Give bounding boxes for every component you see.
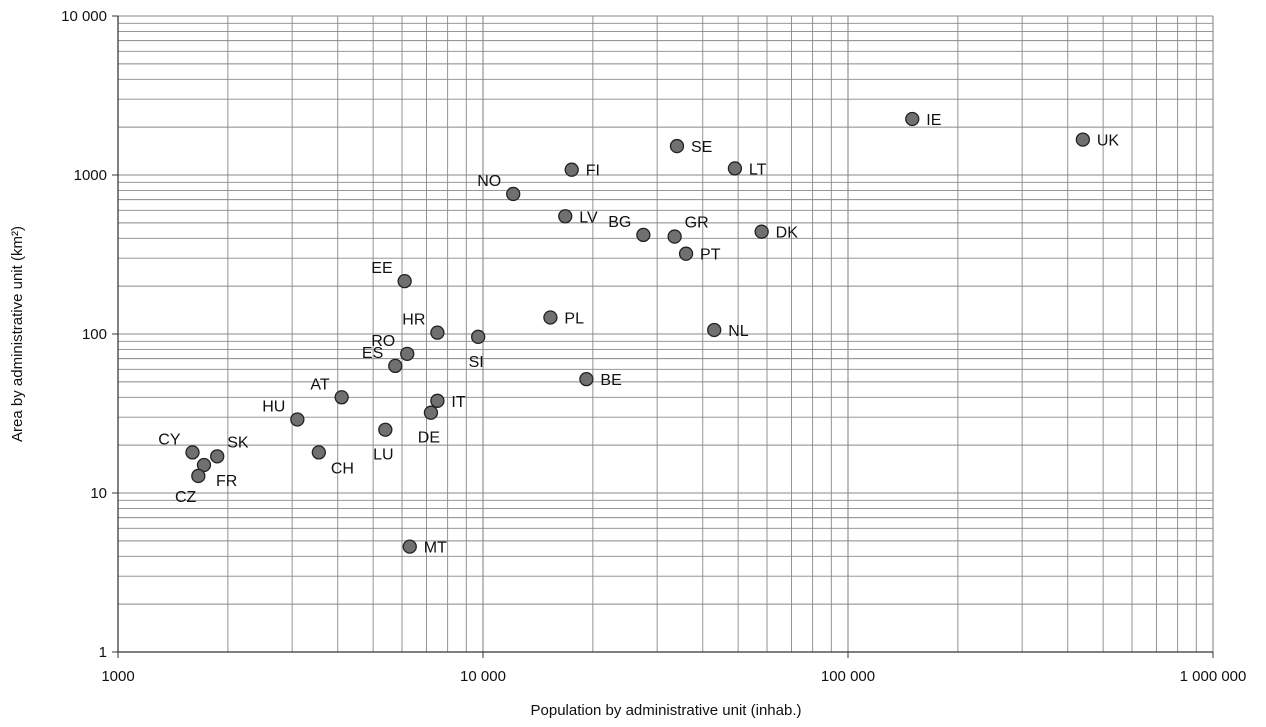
data-label-bg: BG xyxy=(608,214,631,231)
y-tick-label: 10 000 xyxy=(61,8,107,25)
data-label-cy: CY xyxy=(158,431,181,448)
data-point-dk xyxy=(754,224,769,239)
data-label-hu: HU xyxy=(262,398,285,415)
data-point-fi xyxy=(564,162,579,177)
data-label-fi: FI xyxy=(586,163,600,180)
data-point-ch xyxy=(311,445,326,460)
data-point-no xyxy=(506,186,521,202)
data-label-sk: SK xyxy=(227,434,249,451)
data-label-fr: FR xyxy=(216,473,237,490)
data-point-it xyxy=(430,393,445,408)
data-label-it: IT xyxy=(451,394,465,411)
data-label-hr: HR xyxy=(402,312,425,329)
data-label-si: SI xyxy=(469,354,484,371)
data-label-ie: IE xyxy=(926,112,941,129)
data-point-nl xyxy=(707,322,722,338)
data-label-ch: CH xyxy=(331,460,354,477)
data-point-pt xyxy=(678,246,694,261)
data-label-lu: LU xyxy=(373,447,393,464)
data-label-nl: NL xyxy=(728,323,749,340)
data-point-cz xyxy=(191,468,206,484)
data-point-bg xyxy=(636,227,651,243)
data-label-ro: RO xyxy=(371,333,395,350)
data-point-ee xyxy=(397,273,412,289)
x-tick-label: 100 000 xyxy=(821,668,875,685)
data-point-si xyxy=(471,329,486,344)
data-point-hr xyxy=(430,325,445,340)
data-point-at xyxy=(334,390,349,405)
data-label-mt: MT xyxy=(424,540,447,557)
data-point-fr xyxy=(196,457,212,473)
data-point-de xyxy=(423,405,439,420)
data-point-mt xyxy=(402,539,417,554)
axes: 1000 10 000 100 000 1 000 000 1 10 100 1000 10 0… xyxy=(61,8,1246,685)
data-label-uk: UK xyxy=(1097,133,1120,150)
data-label-de: DE xyxy=(418,430,440,447)
data-point-gr xyxy=(667,229,682,244)
y-axis-title: Area by administrative unit (km²) xyxy=(9,226,26,442)
data-label-es: ES xyxy=(362,345,383,362)
data-points xyxy=(185,111,1091,554)
data-label-no: NO xyxy=(477,173,501,190)
x-tick-label: 1000 xyxy=(101,668,134,685)
y-tick-label: 10 xyxy=(90,485,107,502)
data-label-ee: EE xyxy=(371,260,392,277)
x-tick-label: 1 000 000 xyxy=(1180,668,1247,685)
data-label-se: SE xyxy=(691,139,712,156)
data-label-be: BE xyxy=(600,372,621,389)
data-point-uk xyxy=(1075,132,1091,147)
data-label-dk: DK xyxy=(776,225,799,242)
data-label-at: AT xyxy=(310,376,329,393)
grid xyxy=(117,15,1214,653)
data-point-se xyxy=(669,138,685,154)
y-tick-label: 1000 xyxy=(74,167,107,184)
data-label-lv: LV xyxy=(579,209,598,226)
data-label-lt: LT xyxy=(749,161,767,178)
data-label-pt: PT xyxy=(700,247,721,264)
data-point-cy xyxy=(185,445,200,460)
data-point-lt xyxy=(727,161,743,176)
x-axis-title: Population by administrative unit (inhab… xyxy=(531,702,802,719)
data-point-lv xyxy=(558,209,573,224)
data-label-gr: GR xyxy=(685,215,709,232)
data-point-sk xyxy=(210,449,225,464)
data-point-ie xyxy=(905,111,920,127)
x-tick-label: 10 000 xyxy=(460,668,506,685)
data-point-es xyxy=(388,358,403,374)
data-point-lu xyxy=(378,422,393,437)
data-label-pl: PL xyxy=(564,310,584,327)
data-label-cz: CZ xyxy=(175,489,197,506)
y-tick-label: 1 xyxy=(99,644,107,661)
data-point-pl xyxy=(543,310,558,325)
y-tick-label: 100 xyxy=(82,326,107,343)
data-point-ro xyxy=(400,346,415,362)
data-point-be xyxy=(579,372,594,387)
data-point-hu xyxy=(290,412,305,427)
